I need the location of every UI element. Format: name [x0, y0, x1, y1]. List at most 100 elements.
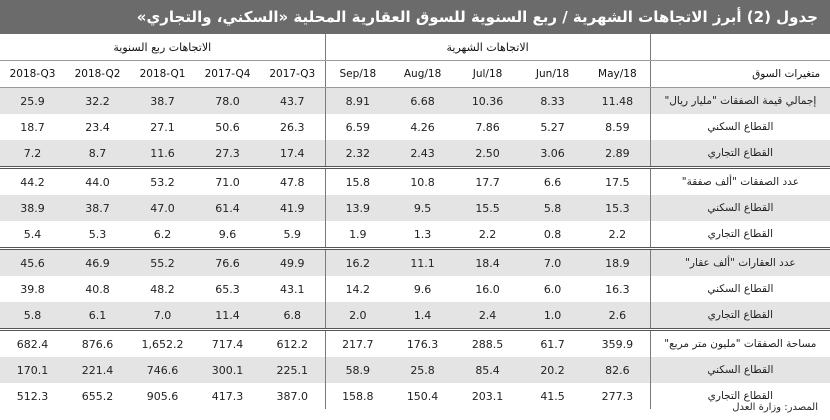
col-header-m: Sep/18: [324, 60, 391, 88]
cell-quarterly: 417.3: [211, 389, 244, 403]
cell-monthly: 17.7: [455, 166, 521, 195]
row-label: القطاع التجاري: [649, 383, 830, 409]
cell-quarterly: 27.3: [195, 140, 260, 168]
table-row: 170.1 221.4 746.6 300.1 225.1 58.9 25.8 85.4 20.…: [0, 357, 830, 383]
cell-quarterly: 46.9: [65, 247, 130, 276]
cell-monthly: 277.3: [601, 389, 634, 403]
table-title: جدول (2) أبرز الاتجاهات الشهرية / ربع ال…: [0, 0, 830, 34]
table-row: 25.9 32.2 38.7 78.0 43.7 8.91 6.68 10.36 8.33 11.…: [0, 87, 830, 114]
cell-monthly: 2.50: [455, 140, 521, 168]
cell-quarterly: 53.2: [130, 166, 195, 195]
cell-quarterly: 11.6: [130, 140, 195, 168]
cell-monthly: 16.2: [324, 247, 391, 276]
cell-quarterly: 905.6: [146, 389, 179, 403]
group-header-variables: [649, 34, 830, 61]
cell-quarterly: 55.2: [130, 247, 195, 276]
cell-quarterly: 40.8: [85, 282, 110, 296]
cell-monthly: 176.3: [390, 328, 456, 357]
cell-quarterly: 38.7: [130, 87, 195, 114]
row-label: القطاع السكني: [649, 276, 830, 302]
cell-monthly: 41.5: [540, 389, 565, 403]
cell-quarterly: 876.6: [65, 328, 130, 357]
cell-monthly: 9.5: [390, 195, 456, 221]
cell-quarterly: 43.1: [280, 282, 305, 296]
table-row: 44.2 44.0 53.2 71.0 47.8 15.8 10.8 17.7 6.6 17.5 ع…: [0, 166, 830, 195]
cell-monthly: 85.4: [455, 357, 521, 383]
col-header-q: 2018-Q1: [130, 60, 195, 88]
cell-monthly: 16.3: [605, 282, 630, 296]
table-row: 38.9 38.7 47.0 61.4 41.9 13.9 9.5 15.5 5.8 15.3 ال…: [0, 195, 830, 221]
cell-quarterly: 23.4: [85, 120, 110, 134]
cell-quarterly: 5.3: [88, 227, 107, 241]
cell-quarterly: 32.2: [65, 87, 130, 114]
cell-monthly: 6.6: [520, 166, 586, 195]
col-header-m: Aug/18: [390, 60, 456, 88]
cell-quarterly: 387.0: [276, 389, 309, 403]
cell-quarterly: 11.4: [195, 302, 260, 330]
cell-quarterly: 76.6: [195, 247, 260, 276]
table-row: 5.8 6.1 7.0 11.4 6.8 2.0 1.4 2.4 1.0 2.6 القطاع ال…: [0, 302, 830, 330]
cell-monthly: 2.32: [324, 140, 391, 168]
cell-monthly: 0.8: [543, 227, 562, 241]
cell-quarterly: 38.9: [0, 195, 65, 221]
cell-monthly: 158.8: [324, 383, 391, 409]
cell-quarterly: 682.4: [0, 328, 65, 357]
cell-quarterly: 49.9: [260, 247, 326, 276]
table-row: 39.8 40.8 48.2 65.3 43.1 14.2 9.6 16.0 6.0 16.3 ال…: [0, 276, 830, 302]
cell-quarterly: 746.6: [130, 357, 195, 383]
cell-monthly: 288.5: [455, 328, 521, 357]
row-label: القطاع السكني: [649, 114, 830, 140]
cell-quarterly: 61.4: [195, 195, 260, 221]
col-header-q: 2018-Q2: [65, 60, 130, 88]
cell-monthly: 8.91: [324, 87, 391, 114]
cell-monthly: 1.0: [520, 302, 586, 330]
cell-monthly: 7.0: [520, 247, 586, 276]
col-header-q: 2018-Q3: [0, 60, 65, 88]
table-body: 25.9 32.2 38.7 78.0 43.7 8.91 6.68 10.36 8.33 11.…: [0, 87, 830, 409]
cell-quarterly: 655.2: [81, 389, 114, 403]
row-label: القطاع التجاري: [649, 221, 830, 249]
cell-monthly: 61.7: [520, 328, 586, 357]
cell-quarterly: 7.2: [0, 140, 65, 168]
cell-monthly: 4.26: [410, 120, 435, 134]
col-header-m: Jul/18: [455, 60, 521, 88]
cell-quarterly: 5.4: [23, 227, 42, 241]
cell-monthly: 7.86: [475, 120, 500, 134]
cell-quarterly: 38.7: [65, 195, 130, 221]
row-label: القطاع السكني: [649, 357, 830, 383]
col-header-m: May/18: [585, 60, 651, 88]
cell-quarterly: 300.1: [195, 357, 260, 383]
cell-monthly: 6.0: [543, 282, 562, 296]
cell-monthly: 203.1: [471, 389, 504, 403]
table-row: 18.7 23.4 27.1 50.6 26.3 6.59 4.26 7.86 5.27 8.59…: [0, 114, 830, 140]
cell-monthly: 15.3: [585, 195, 651, 221]
table-row: 512.3 655.2 905.6 417.3 387.0 158.8 150.4 203.1…: [0, 383, 830, 409]
cell-quarterly: 717.4: [195, 328, 260, 357]
cell-monthly: 2.43: [390, 140, 456, 168]
source-note: المصدر: وزارة العدل: [732, 402, 818, 413]
cell-quarterly: 47.0: [130, 195, 195, 221]
col-header-m: Jun/18: [520, 60, 586, 88]
table-row: 5.4 5.3 6.2 9.6 5.9 1.9 1.3 2.2 0.8 2.2 القطاع الت…: [0, 221, 830, 249]
cell-quarterly: 221.4: [65, 357, 130, 383]
cell-monthly: 217.7: [324, 328, 391, 357]
row-label: القطاع السكني: [649, 195, 830, 221]
cell-quarterly: 47.8: [260, 166, 326, 195]
cell-quarterly: 18.7: [20, 120, 45, 134]
cell-quarterly: 170.1: [0, 357, 65, 383]
cell-quarterly: 7.0: [130, 302, 195, 330]
cell-quarterly: 39.8: [20, 282, 45, 296]
cell-monthly: 2.2: [608, 227, 627, 241]
cell-monthly: 11.48: [585, 87, 651, 114]
cell-monthly: 10.36: [455, 87, 521, 114]
cell-quarterly: 5.8: [0, 302, 65, 330]
cell-monthly: 15.8: [324, 166, 391, 195]
cell-monthly: 2.2: [478, 227, 497, 241]
cell-quarterly: 48.2: [150, 282, 175, 296]
cell-monthly: 1.3: [413, 227, 432, 241]
data-table: الاتجاهات ربع السنوية الاتجاهات الشهرية …: [0, 34, 830, 409]
cell-monthly: 18.9: [585, 247, 651, 276]
cell-monthly: 3.06: [520, 140, 586, 168]
cell-quarterly: 6.8: [260, 302, 326, 330]
row-label: القطاع التجاري: [649, 302, 830, 330]
